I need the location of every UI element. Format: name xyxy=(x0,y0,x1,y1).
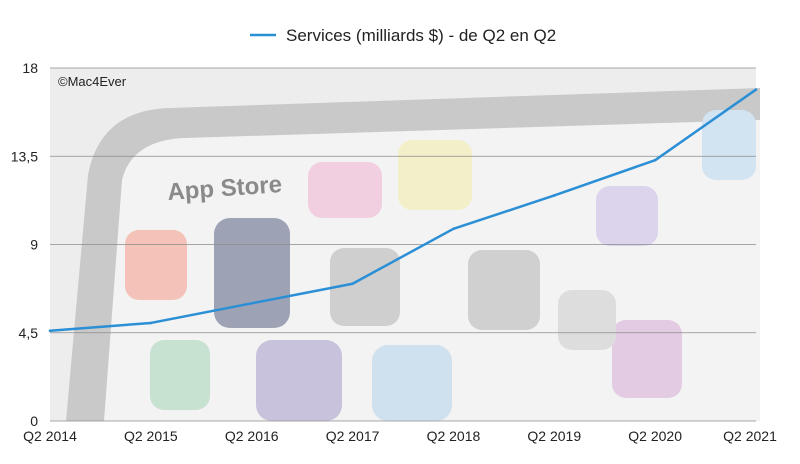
app-tile-dark xyxy=(468,250,540,330)
credit-watermark: ©Mac4Ever xyxy=(58,74,127,89)
data-point xyxy=(754,88,758,91)
data-point xyxy=(653,158,657,162)
x-tick-label: Q2 2018 xyxy=(427,428,481,444)
app-tile-lilac xyxy=(612,320,682,398)
x-tick-label: Q2 2014 xyxy=(23,428,77,444)
series-layer xyxy=(48,88,758,333)
app-tile-green xyxy=(150,340,210,410)
data-point xyxy=(552,194,556,197)
gridlines xyxy=(50,67,756,422)
x-tick-label: Q2 2016 xyxy=(225,428,279,444)
app-tile-snapchat xyxy=(398,140,472,210)
app-tile-lightblue xyxy=(702,110,756,180)
x-axis-ticks: Q2 2014 Q2 2015 Q2 2016 Q2 2017 Q2 2018 Q2 20… xyxy=(23,428,777,444)
data-point xyxy=(250,302,254,305)
y-tick-label: 18 xyxy=(22,60,38,76)
legend-label: Services (milliards $) - de Q2 en Q2 xyxy=(286,26,556,45)
app-tile-orange xyxy=(125,230,187,300)
left-margin xyxy=(0,68,50,421)
x-tick-label: Q2 2019 xyxy=(527,428,581,444)
app-tile-hbomax xyxy=(256,340,342,421)
data-point xyxy=(149,321,153,325)
data-point xyxy=(48,329,52,333)
app-tile-blue xyxy=(372,345,452,421)
app-tile-pink xyxy=(308,162,382,218)
y-tick-label: 9 xyxy=(30,237,38,253)
y-tick-label: 0 xyxy=(30,413,38,429)
x-tick-label: Q2 2017 xyxy=(326,428,380,444)
x-tick-label: Q2 2020 xyxy=(628,428,682,444)
app-tile-marvel xyxy=(214,218,290,328)
y-axis-ticks: 0 4,5 9 13,5 18 xyxy=(11,60,38,429)
x-tick-label: Q2 2021 xyxy=(723,428,777,444)
series-line xyxy=(49,88,757,333)
data-point xyxy=(351,282,354,286)
app-tile-photo xyxy=(558,290,616,350)
y-tick-label: 13,5 xyxy=(11,148,38,164)
data-point xyxy=(452,227,455,231)
app-tile-purple xyxy=(596,186,658,246)
legend: Services (milliards $) - de Q2 en Q2 xyxy=(250,26,556,45)
y-tick-label: 4,5 xyxy=(19,325,39,341)
x-tick-label: Q2 2015 xyxy=(124,428,178,444)
